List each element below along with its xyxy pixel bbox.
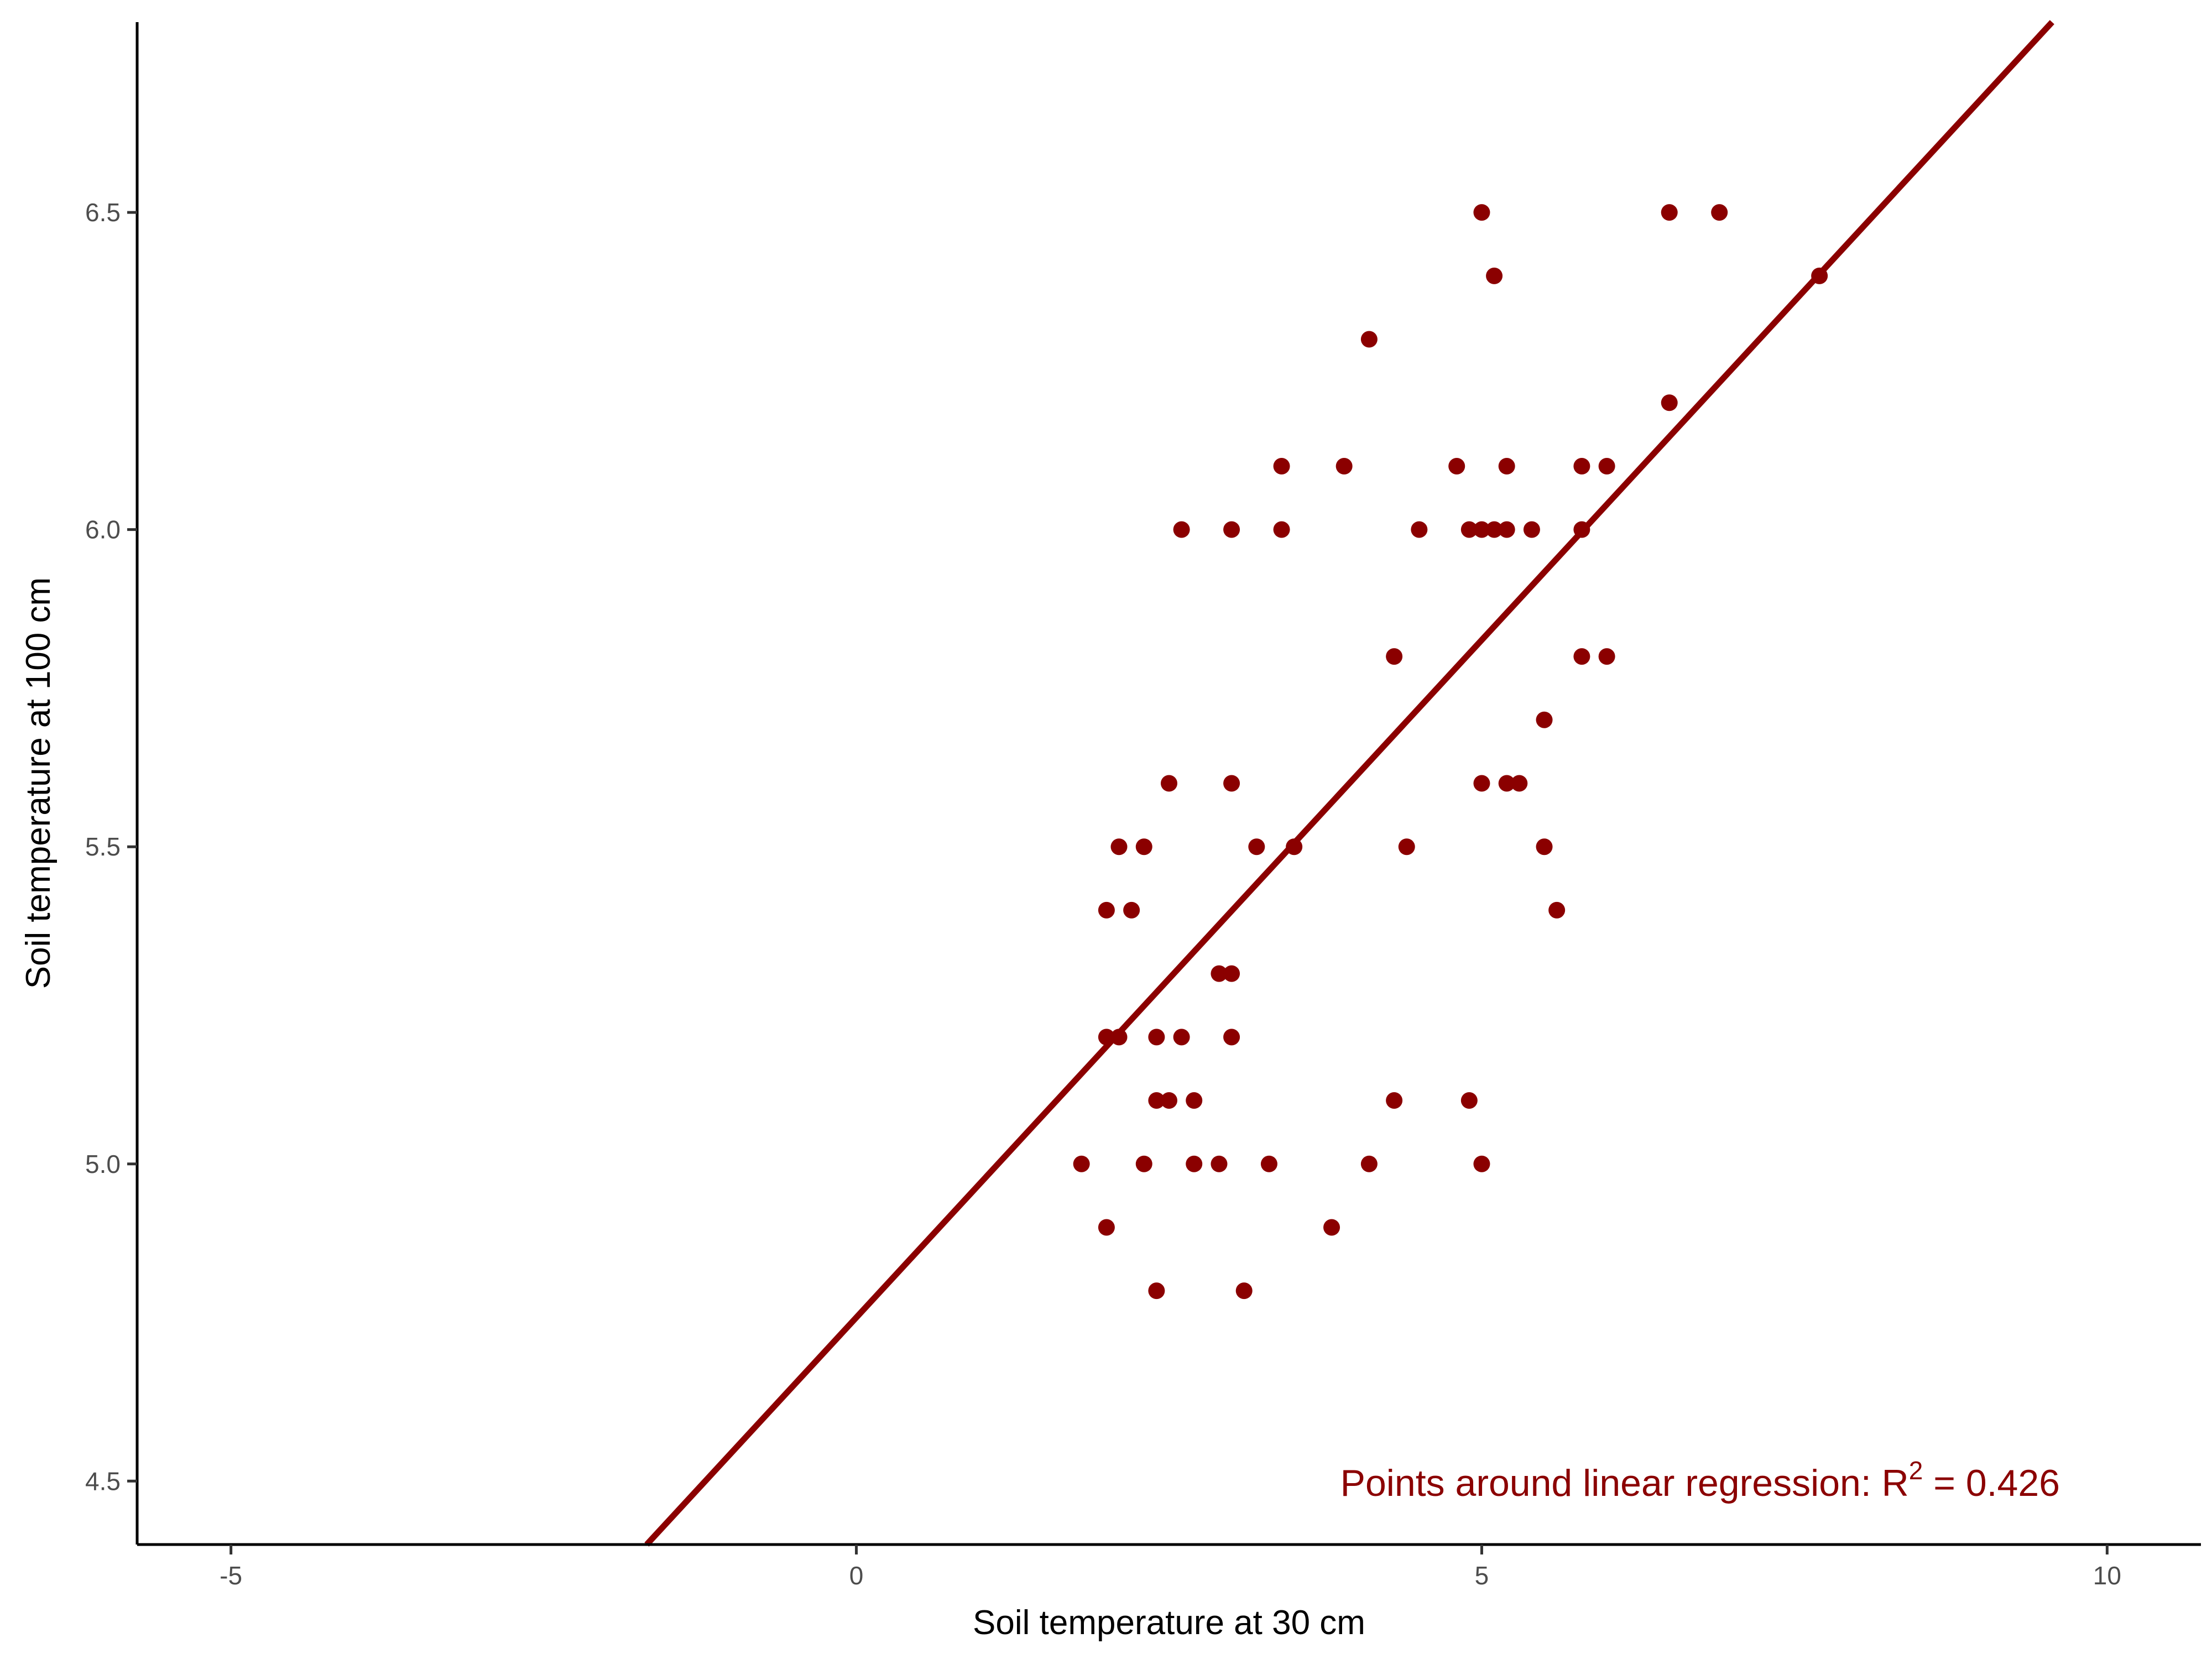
annotation-superscript: 2: [1909, 1456, 1923, 1485]
data-point: [1486, 521, 1503, 538]
data-point: [1573, 648, 1590, 665]
x-tick-label: 10: [2093, 1561, 2121, 1590]
points-layer: [1073, 204, 1828, 1300]
data-point: [1711, 204, 1728, 221]
y-axis-ticks: 4.5 5.0 5.5 6.0 6.5: [85, 198, 137, 1495]
data-point: [1098, 901, 1115, 919]
y-axis-title: Soil temperature at 100 cm: [19, 577, 58, 989]
data-point: [1573, 457, 1590, 474]
data-point: [1411, 521, 1428, 538]
data-point: [1386, 648, 1403, 665]
data-point: [1148, 1029, 1165, 1046]
data-point: [1173, 1029, 1190, 1046]
data-point: [1448, 457, 1465, 474]
data-point: [1536, 711, 1553, 728]
data-point: [1110, 838, 1128, 855]
data-point: [1273, 457, 1290, 474]
data-point: [1223, 1029, 1240, 1046]
data-point: [1511, 775, 1528, 792]
annotation-prefix: Points around linear regression: R: [1340, 1462, 1909, 1504]
data-point: [1473, 1155, 1490, 1172]
data-point: [1098, 1029, 1115, 1046]
data-point: [1235, 1282, 1253, 1300]
y-tick-label: 4.5: [85, 1467, 121, 1495]
data-point: [1186, 1092, 1203, 1109]
data-point: [1598, 648, 1615, 665]
data-point: [1286, 838, 1303, 855]
data-point: [1135, 838, 1152, 855]
data-point: [1498, 775, 1515, 792]
data-point: [1498, 521, 1515, 538]
data-point: [1123, 901, 1140, 919]
data-point: [1223, 775, 1240, 792]
data-point: [1460, 521, 1478, 538]
data-point: [1811, 267, 1828, 284]
x-axis-title: Soil temperature at 30 cm: [973, 1604, 1365, 1642]
x-tick-label: 5: [1475, 1561, 1489, 1590]
data-point: [1335, 457, 1353, 474]
data-point: [1211, 1155, 1228, 1172]
data-point: [1498, 457, 1515, 474]
data-point: [1386, 1092, 1403, 1109]
data-point: [1273, 521, 1290, 538]
data-point: [1248, 838, 1265, 855]
x-tick-label: 0: [849, 1561, 864, 1590]
y-tick-label: 6.5: [85, 198, 121, 227]
data-point: [1110, 1029, 1128, 1046]
data-point: [1260, 1155, 1277, 1172]
data-point: [1398, 838, 1415, 855]
y-tick-label: 5.5: [85, 832, 121, 861]
data-point: [1473, 204, 1490, 221]
y-tick-label: 5.0: [85, 1150, 121, 1178]
data-point: [1598, 457, 1615, 474]
data-point: [1486, 267, 1503, 284]
data-point: [1548, 901, 1566, 919]
data-point: [1073, 1155, 1090, 1172]
data-point: [1360, 1155, 1378, 1172]
data-point: [1473, 775, 1490, 792]
y-tick-label: 6.0: [85, 515, 121, 544]
data-point: [1460, 1092, 1478, 1109]
data-point: [1573, 521, 1590, 538]
annotation-suffix: = 0.426: [1923, 1462, 2060, 1504]
data-point: [1223, 965, 1240, 982]
data-point: [1186, 1155, 1203, 1172]
data-point: [1148, 1092, 1165, 1109]
data-point: [1148, 1282, 1165, 1300]
data-point: [1661, 394, 1678, 411]
data-point: [1323, 1219, 1340, 1236]
data-point: [1523, 521, 1540, 538]
data-point: [1135, 1155, 1152, 1172]
data-point: [1473, 521, 1490, 538]
data-point: [1098, 1219, 1115, 1236]
regression-annotation: Points around linear regression: R2 = 0.…: [1340, 1456, 2060, 1504]
data-point: [1223, 521, 1240, 538]
data-point: [1661, 204, 1678, 221]
data-point: [1173, 521, 1190, 538]
x-tick-label: -5: [220, 1561, 242, 1590]
data-point: [1360, 331, 1378, 348]
x-axis-ticks: -5 0 5 10: [220, 1545, 2121, 1590]
data-point: [1161, 1092, 1177, 1109]
data-point: [1161, 775, 1177, 792]
data-point: [1211, 965, 1228, 982]
data-point: [1536, 838, 1553, 855]
